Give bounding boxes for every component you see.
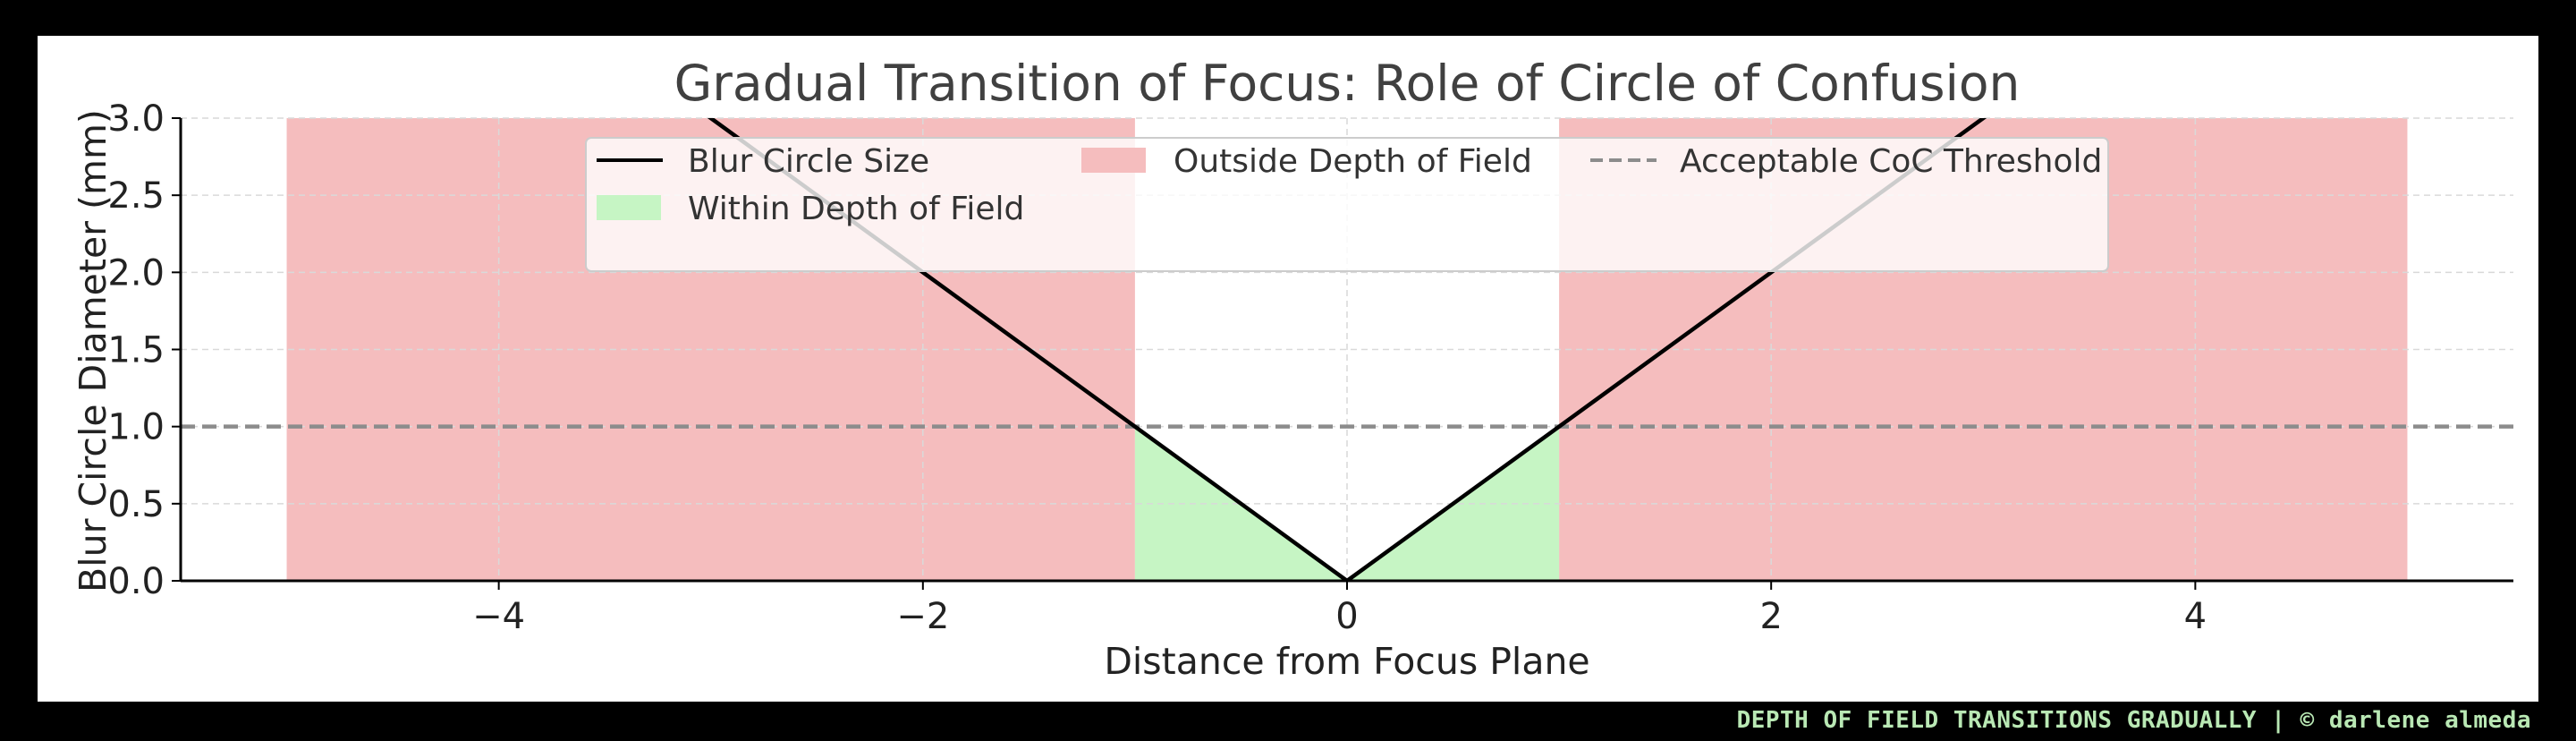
legend-label-curve: Blur Circle Size xyxy=(688,143,929,180)
x-tick-label-2: 0 xyxy=(1335,596,1358,637)
x-tick-label-4: 4 xyxy=(2184,596,2207,637)
y-tick-label-5: 2.5 xyxy=(107,175,165,217)
x-tick-label-3: 2 xyxy=(1759,596,1782,637)
y-tick-label-6: 3.0 xyxy=(107,98,165,140)
y-axis-label: Blur Circle Diameter (mm) xyxy=(72,109,114,592)
chart-title: Gradual Transition of Focus: Role of Cir… xyxy=(674,55,2021,112)
x-tick-label-1: −2 xyxy=(896,596,949,637)
chart-frame: −4 −2 0 2 4 0.0 0.5 1.0 1.5 2.0 2.5 3.0 Gradual Tra… xyxy=(38,36,2538,702)
x-tick-label-0: −4 xyxy=(472,596,525,637)
x-axis-label: Distance from Focus Plane xyxy=(1104,640,1589,683)
legend-box xyxy=(585,137,2109,272)
y-tick-label-4: 2.0 xyxy=(107,252,165,294)
y-tick-label-1: 0.5 xyxy=(107,484,165,525)
legend-label-outside: Outside Depth of Field xyxy=(1174,143,1532,180)
legend: Blur Circle Size Outside Depth of Field … xyxy=(585,137,2109,272)
within-dof-region xyxy=(1134,426,1560,581)
legend-swatch-outside xyxy=(1081,148,1146,173)
y-tick-label-0: 0.0 xyxy=(107,561,165,602)
footer-caption: DEPTH OF FIELD TRANSITIONS GRADUALLY | ©… xyxy=(1736,707,2531,734)
chart-svg: −4 −2 0 2 4 0.0 0.5 1.0 1.5 2.0 2.5 3.0 Gradual Tra… xyxy=(72,55,2513,683)
legend-label-inside: Within Depth of Field xyxy=(688,191,1024,227)
legend-label-threshold: Acceptable CoC Threshold xyxy=(1680,143,2102,180)
legend-swatch-inside xyxy=(597,195,661,220)
y-tick-label-2: 1.0 xyxy=(107,407,165,448)
y-tick-label-3: 1.5 xyxy=(107,330,165,371)
